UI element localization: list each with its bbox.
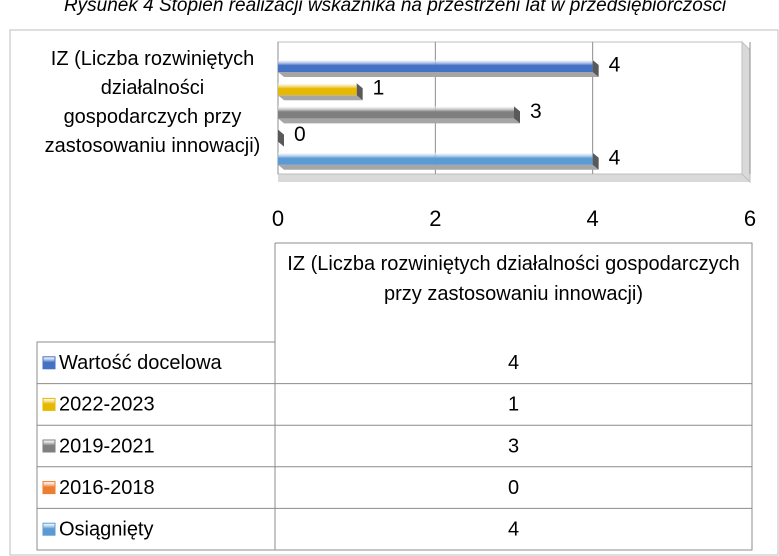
legend-label: Osiągnięty xyxy=(59,518,154,540)
bar xyxy=(278,106,514,119)
table-header: IZ (Liczba rozwiniętych działalności gos… xyxy=(287,253,740,305)
data-label: 1 xyxy=(373,77,385,100)
bar-shadow xyxy=(278,164,599,170)
legend-key xyxy=(42,522,56,536)
legend-key xyxy=(42,481,56,495)
bar-end xyxy=(514,106,520,124)
data-label: 3 xyxy=(530,100,542,123)
table-value: 4 xyxy=(508,518,519,540)
legend-label: 2022-2023 xyxy=(59,394,155,416)
table-header-box: IZ (Liczba rozwiniętych działalności gos… xyxy=(287,253,740,305)
legend-label: 2019-2021 xyxy=(59,435,155,457)
data-label: 4 xyxy=(609,54,621,77)
bar xyxy=(278,152,593,165)
category-label-box: IZ (Liczba rozwiniętych działalności gos… xyxy=(44,48,261,157)
category-label: IZ (Liczba rozwiniętych działalności gos… xyxy=(44,48,261,157)
data-label: 0 xyxy=(294,123,306,146)
chart-title: Rysunek 4 Stopień realizacji wskaźnika n… xyxy=(64,0,727,16)
bar-shadow xyxy=(278,95,363,101)
chart-frame xyxy=(9,29,779,556)
bar-shadow xyxy=(278,72,599,77)
legend-label: Wartość docelowa xyxy=(59,352,223,374)
table-value: 0 xyxy=(508,477,519,499)
bar-end xyxy=(592,152,599,170)
table-value: 1 xyxy=(508,394,519,416)
bar-shadow xyxy=(278,118,520,124)
bar-end xyxy=(592,60,599,77)
plot-side xyxy=(741,40,751,184)
legend-key xyxy=(42,356,56,370)
x-tick-label: 0 xyxy=(272,206,284,231)
legend-key xyxy=(42,439,56,453)
x-tick-label: 6 xyxy=(744,206,756,231)
legend-key xyxy=(42,397,56,411)
table-border xyxy=(36,242,753,551)
bar xyxy=(278,83,357,96)
x-tick-label: 2 xyxy=(429,206,441,231)
plot-floor xyxy=(278,174,750,182)
legend-label: 2016-2018 xyxy=(59,477,155,499)
table-value: 4 xyxy=(508,352,519,374)
x-tick-label: 4 xyxy=(587,206,599,231)
bar-end xyxy=(356,83,363,101)
data-label: 4 xyxy=(609,146,621,169)
bar xyxy=(278,60,593,72)
table-value: 3 xyxy=(508,435,519,457)
bar-end xyxy=(278,129,284,147)
